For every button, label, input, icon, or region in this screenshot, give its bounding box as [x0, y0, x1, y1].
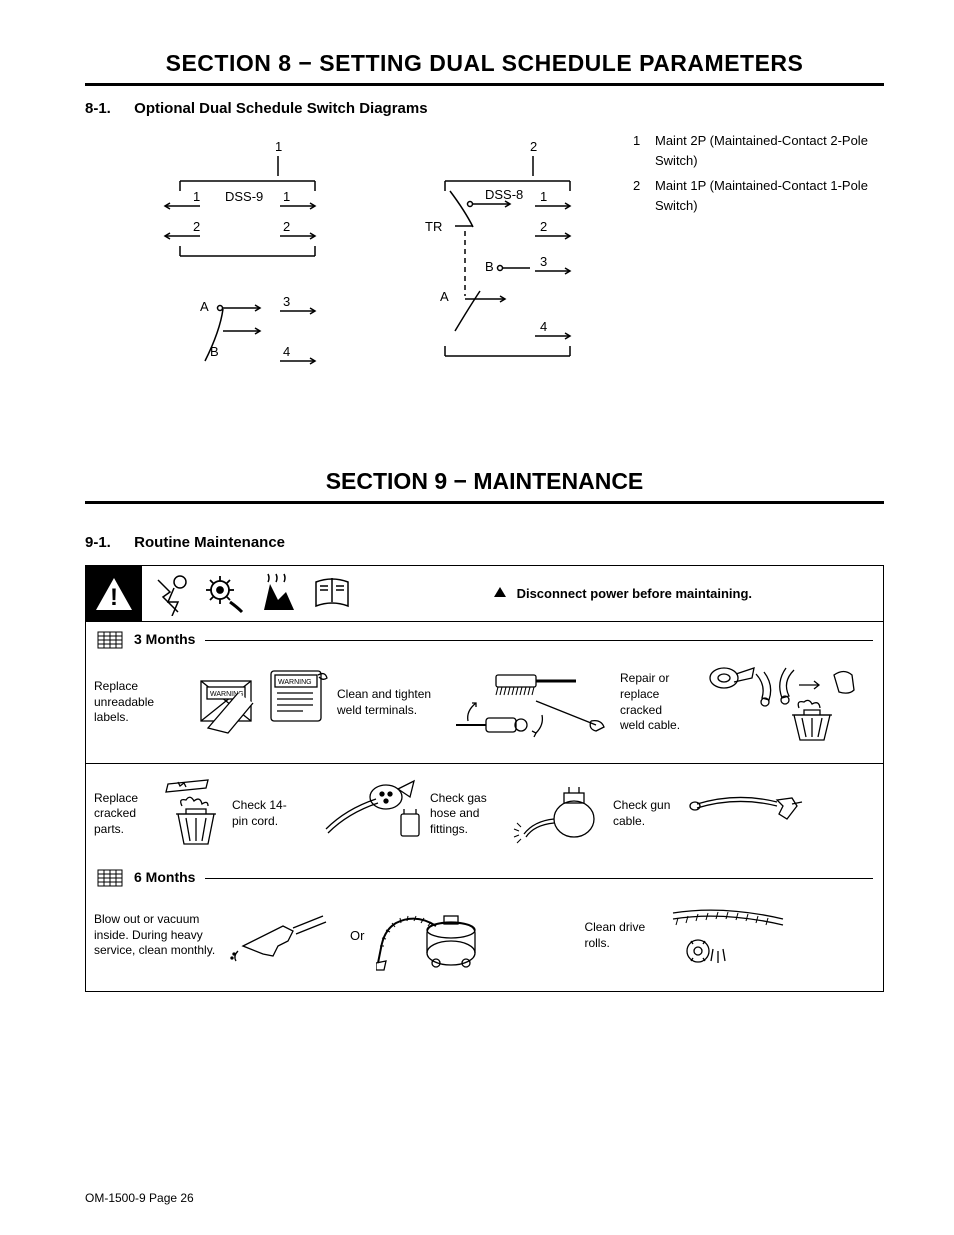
- svg-text:1: 1: [283, 189, 290, 204]
- diagram-dss9: 1 DSS-9 1 2 1: [85, 131, 355, 416]
- svg-text:B: B: [485, 259, 494, 274]
- svg-text:2: 2: [193, 219, 200, 234]
- dss8-svg: 2 DSS-8 1 2 3 TR: [355, 131, 625, 411]
- task-text: Replace unreadable labels.: [94, 679, 189, 726]
- task-blow-out: Blow out or vacuum inside. During heavy …: [94, 906, 338, 966]
- svg-text:4: 4: [540, 319, 547, 334]
- tasks-row-3: Blow out or vacuum inside. During heavy …: [86, 888, 883, 991]
- page-footer: OM-1500-9 Page 26: [85, 1191, 194, 1205]
- task-text: Repair or replace cracked weld cable.: [620, 671, 690, 733]
- task-check-gun: Check gun cable.: [613, 784, 807, 844]
- legend-row: 2 Maint 1P (Maintained-Contact 1-Pole Sw…: [633, 176, 884, 215]
- section9-title: SECTION 9 − MAINTENANCE: [85, 468, 884, 504]
- svg-text:!: !: [110, 584, 118, 611]
- task-text: Replace cracked parts.: [94, 791, 154, 838]
- hazard-icons: [142, 566, 362, 622]
- tasks-row-1: Replace unreadable labels. WARNING WARNI…: [86, 650, 883, 764]
- svg-text:A: A: [200, 299, 209, 314]
- cable-repair-icon: [694, 660, 864, 745]
- legend-num: 1: [633, 131, 655, 170]
- period-label: 3 Months: [134, 631, 195, 647]
- legend-text: Maint 1P (Maintained-Contact 1-Pole Swit…: [655, 176, 884, 215]
- sub-num: 8-1.: [85, 100, 130, 117]
- svg-text:TR: TR: [425, 219, 442, 234]
- task-clean-terminals: Clean and tighten weld terminals.: [337, 663, 616, 743]
- task-text: Check gun cable.: [613, 798, 683, 829]
- calendar-icon: [96, 628, 124, 650]
- maintenance-box: ! Disconnect power before maintaining. 3…: [85, 565, 884, 992]
- subsection-9-1: 9-1. Routine Maintenance: [85, 534, 884, 551]
- period-3months: 3 Months: [86, 622, 883, 650]
- warning-label: Disconnect power before maintaining.: [517, 586, 752, 601]
- sub-title: Routine Maintenance: [134, 534, 285, 551]
- svg-text:DSS-9: DSS-9: [225, 189, 263, 204]
- cord-icon: [306, 779, 426, 849]
- drive-rolls-icon: [663, 901, 803, 971]
- diagram-row: 1 DSS-9 1 2 1: [85, 131, 884, 416]
- labels-icon: WARNING WARNING: [193, 663, 333, 743]
- small-triangle-icon: [493, 586, 507, 601]
- diagram-dss8: 2 DSS-8 1 2 3 TR: [355, 131, 625, 416]
- svg-text:DSS-8: DSS-8: [485, 187, 523, 202]
- svg-text:A: A: [440, 289, 449, 304]
- task-check-gas: Check gas hose and fittings.: [430, 779, 609, 849]
- svg-text:2: 2: [283, 219, 290, 234]
- task-replace-labels: Replace unreadable labels. WARNING WARNI…: [94, 663, 333, 743]
- gear-hazard-icon: [202, 572, 248, 616]
- manual-icon: [310, 572, 356, 616]
- tasks-row-2: Replace cracked parts. Check 14-pin cord…: [86, 764, 883, 860]
- svg-text:3: 3: [283, 294, 290, 309]
- or-label: Or: [350, 928, 364, 943]
- task-text: Check gas hose and fittings.: [430, 791, 505, 838]
- subsection-8-1: 8-1. Optional Dual Schedule Switch Diagr…: [85, 100, 884, 117]
- svg-text:4: 4: [283, 344, 290, 359]
- diagram-legend: 1 Maint 2P (Maintained-Contact 2-Pole Sw…: [633, 131, 884, 416]
- dss9-svg: 1 DSS-9 1 2 1: [85, 131, 355, 411]
- period-label: 6 Months: [134, 869, 195, 885]
- cracked-parts-icon: [158, 774, 228, 854]
- svg-text:3: 3: [540, 254, 547, 269]
- svg-text:1: 1: [540, 189, 547, 204]
- sub-title: Optional Dual Schedule Switch Diagrams: [134, 100, 427, 117]
- task-text: Clean and tighten weld terminals.: [337, 687, 432, 718]
- task-clean-rolls: Clean drive rolls.: [584, 901, 803, 971]
- section8-title: SECTION 8 − SETTING DUAL SCHEDULE PARAME…: [85, 50, 884, 86]
- sub-num: 9-1.: [85, 534, 130, 551]
- svg-text:B: B: [210, 344, 219, 359]
- task-repair-cable: Repair or replace cracked weld cable.: [620, 660, 864, 745]
- warning-text: Disconnect power before maintaining.: [362, 586, 883, 601]
- hot-hazard-icon: [256, 572, 302, 616]
- warning-strip: ! Disconnect power before maintaining.: [86, 566, 883, 622]
- svg-text:1: 1: [193, 189, 200, 204]
- gas-hose-icon: [509, 779, 609, 849]
- task-text: Clean drive rolls.: [584, 920, 659, 951]
- task-replace-parts: Replace cracked parts.: [94, 774, 228, 854]
- svg-text:1: 1: [275, 139, 282, 154]
- shock-hazard-icon: [148, 572, 194, 616]
- gun-cable-icon: [687, 784, 807, 844]
- legend-text: Maint 2P (Maintained-Contact 2-Pole Swit…: [655, 131, 884, 170]
- svg-text:2: 2: [530, 139, 537, 154]
- legend-row: 1 Maint 2P (Maintained-Contact 2-Pole Sw…: [633, 131, 884, 170]
- task-check-cord: Check 14-pin cord.: [232, 779, 426, 849]
- svg-text:2: 2: [540, 219, 547, 234]
- terminals-icon: [436, 663, 616, 743]
- period-line: [205, 640, 873, 641]
- warning-triangle-icon: !: [86, 566, 142, 622]
- svg-text:WARNING: WARNING: [278, 679, 312, 686]
- vacuum-icon: [376, 898, 496, 973]
- calendar-icon: [96, 866, 124, 888]
- period-line: [205, 878, 873, 879]
- period-6months: 6 Months: [86, 860, 883, 888]
- legend-num: 2: [633, 176, 655, 215]
- task-text: Blow out or vacuum inside. During heavy …: [94, 912, 224, 959]
- task-text: Check 14-pin cord.: [232, 798, 302, 829]
- air-gun-icon: [228, 906, 338, 966]
